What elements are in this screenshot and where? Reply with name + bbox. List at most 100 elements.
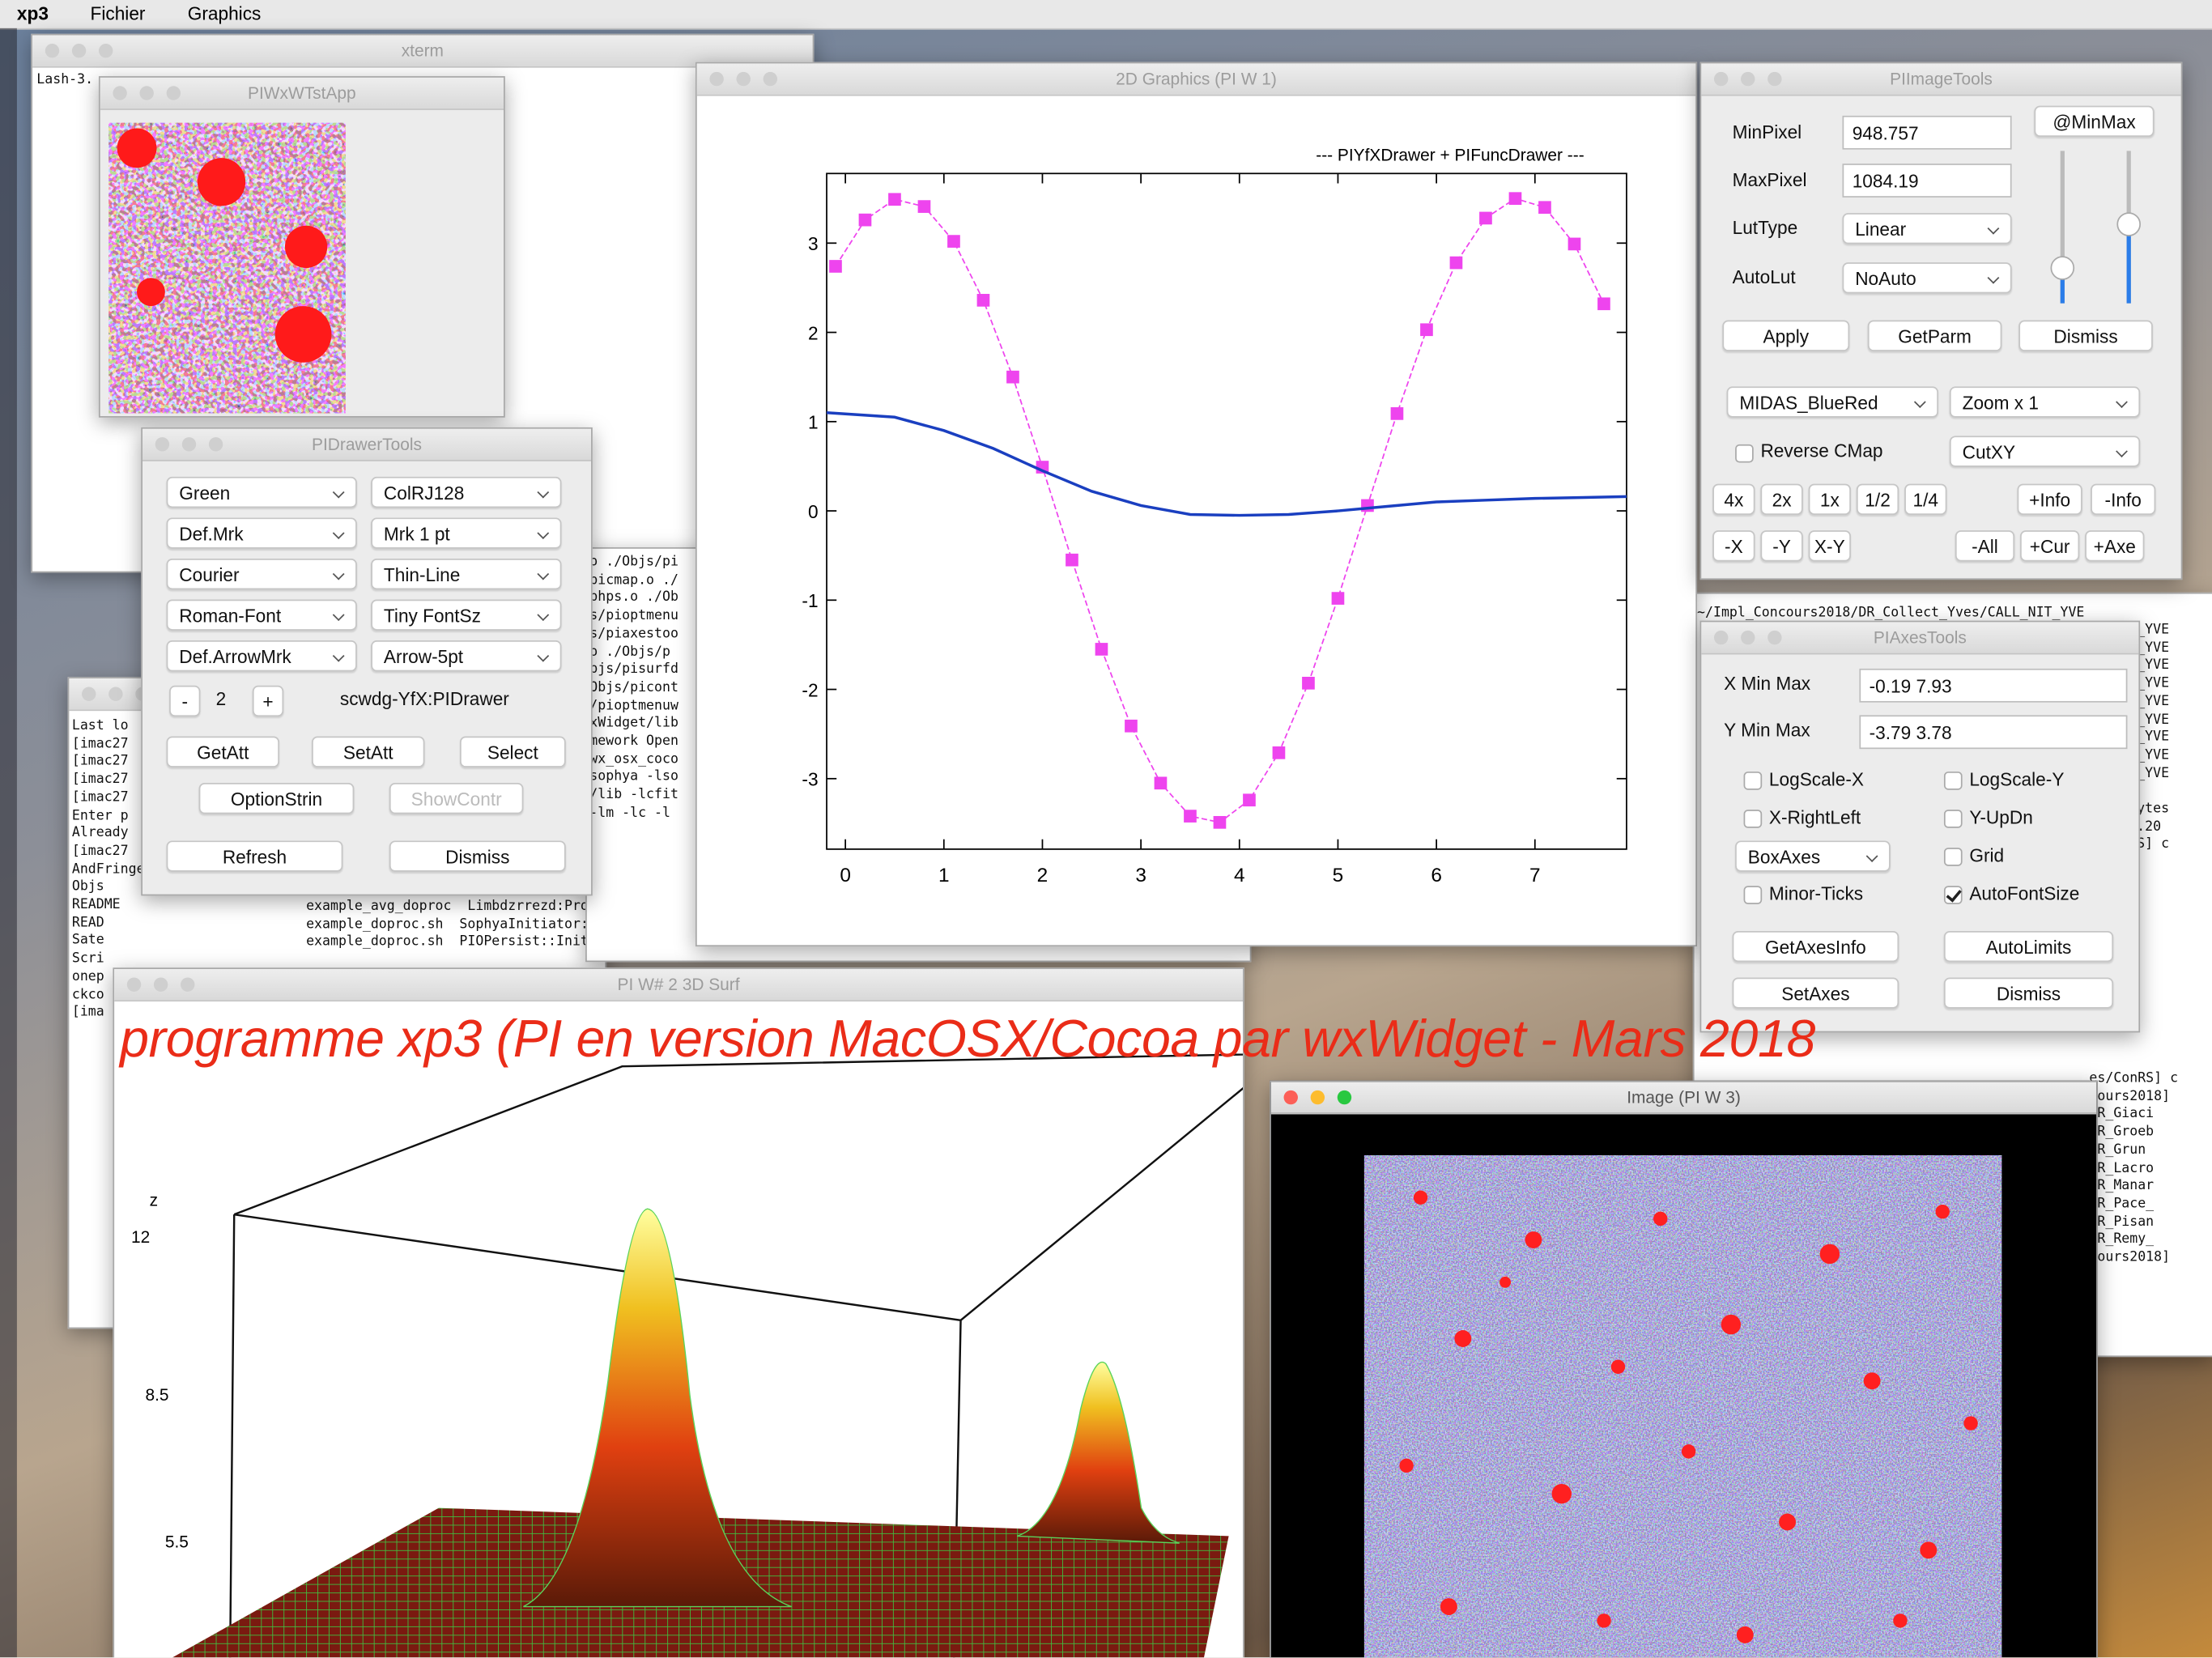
field-label: MinPixel xyxy=(1732,121,1802,142)
select[interactable]: Courier xyxy=(166,558,357,590)
stepper-value: 2 xyxy=(215,688,227,710)
checkbox[interactable] xyxy=(1735,444,1754,463)
button[interactable]: Dismiss xyxy=(389,840,566,872)
image-window[interactable]: Image (PI W 3) xyxy=(1270,1080,2098,1658)
button[interactable]: -Info xyxy=(2091,483,2156,515)
image-tools-window[interactable]: PIImageTools MinPixel 948.757 MaxPixel 1084… xyxy=(1699,62,2183,580)
button[interactable]: Refresh xyxy=(166,840,343,872)
button[interactable]: 1x xyxy=(1808,483,1851,515)
menu-item[interactable]: Fichier xyxy=(90,2,146,24)
title-bar: PIWxWTstApp xyxy=(100,77,504,110)
button[interactable]: OptionStrin xyxy=(198,783,355,814)
data-point xyxy=(1006,370,1019,384)
button[interactable]: 4x xyxy=(1712,483,1755,515)
button[interactable]: -All xyxy=(1955,530,2015,562)
button[interactable]: GetAxesInfo xyxy=(1732,930,1899,963)
button[interactable]: +Cur xyxy=(2020,530,2080,562)
plot: --- PIYfXDrawer + PIFuncDrawer --- 0 1 2 3 4… xyxy=(802,147,1627,886)
y-tick-label: 1 xyxy=(808,412,819,433)
button: ShowContr xyxy=(389,783,524,814)
app-menu[interactable]: xp3 xyxy=(16,2,49,24)
data-point xyxy=(1213,815,1227,829)
menu-item[interactable]: Graphics xyxy=(187,2,262,24)
button[interactable]: 2x xyxy=(1760,483,1803,515)
select[interactable]: Zoom x 1 xyxy=(1949,386,2141,418)
button[interactable]: -X xyxy=(1712,530,1755,562)
select[interactable]: Tiny FontSz xyxy=(371,599,562,631)
title-bar: PIAxesTools xyxy=(1701,622,2139,655)
axes-tools-window[interactable]: PIAxesTools X Min Max -0.19 7.93 Y Min Max… xyxy=(1699,620,2141,1033)
drawer-tools-window[interactable]: PIDrawerTools Green ColRJ128 Def.Mrk Mrk 1 … xyxy=(141,427,593,896)
select[interactable]: Arrow-5pt xyxy=(371,640,562,672)
checkbox-label: LogScale-Y xyxy=(1969,768,2065,790)
terminal-line: Objs/picont xyxy=(589,679,678,695)
select[interactable]: Def.Mrk xyxy=(166,517,357,549)
data-point xyxy=(1331,592,1345,605)
plot-frame xyxy=(826,172,1627,850)
text-field[interactable]: -0.19 7.93 xyxy=(1859,668,2128,703)
terminal-line: CR_Groeb xyxy=(2089,1124,2155,1140)
terminal-line: Enter p xyxy=(71,807,129,823)
select[interactable]: Roman-Font xyxy=(166,599,357,631)
button[interactable]: AutoLimits xyxy=(1943,930,2114,963)
checkbox[interactable] xyxy=(1743,810,1763,828)
select[interactable]: CutXY xyxy=(1949,436,2141,467)
x-tick-label: 0 xyxy=(840,865,851,886)
window-title: PIWxWTstApp xyxy=(248,83,356,104)
surface-plot: z 12 8.5 5.5 xyxy=(131,1053,1244,1658)
select[interactable]: Green xyxy=(166,476,357,508)
button[interactable]: Select xyxy=(460,736,566,767)
checkbox[interactable] xyxy=(1743,886,1763,904)
button[interactable]: @MinMax xyxy=(2034,105,2155,138)
terminal-line: README xyxy=(71,897,121,913)
button[interactable]: - xyxy=(169,685,201,717)
graphics-2d-window[interactable]: 2D Graphics (PI W 1) --- PIYfXDrawer + P… xyxy=(695,62,1698,947)
terminal-line: [imac27 xyxy=(71,843,129,859)
select[interactable]: BoxAxes xyxy=(1735,840,1891,872)
button[interactable]: Dismiss xyxy=(2018,320,2153,351)
button[interactable]: GetAtt xyxy=(166,736,279,767)
window-title: PIAxesTools xyxy=(1873,627,1967,648)
terminal-line: CR_Lacro xyxy=(2089,1160,2155,1176)
text-field[interactable]: -3.79 3.78 xyxy=(1859,715,2128,750)
checkbox[interactable] xyxy=(1943,886,1963,904)
button[interactable]: Dismiss xyxy=(1943,977,2114,1009)
button[interactable]: -Y xyxy=(1760,530,1803,562)
terminal-line: Objs xyxy=(71,879,104,895)
button[interactable]: + xyxy=(252,685,284,717)
select[interactable]: NoAuto xyxy=(1842,262,2012,294)
button[interactable]: +Axe xyxy=(2085,530,2145,562)
text-field[interactable]: 948.757 xyxy=(1842,115,2012,150)
checkbox-label: LogScale-X xyxy=(1768,768,1865,790)
button[interactable]: Apply xyxy=(1722,320,1850,351)
checkbox[interactable] xyxy=(1943,848,1963,866)
button[interactable]: 1/4 xyxy=(1904,483,1947,515)
axis-tick-label: 5.5 xyxy=(165,1533,189,1551)
button[interactable]: X-Y xyxy=(1808,530,1851,562)
button[interactable]: SetAxes xyxy=(1732,977,1899,1009)
y-tick-label: -3 xyxy=(802,769,818,790)
terminal-line: Sate xyxy=(71,933,104,949)
terminal-line: Already xyxy=(71,825,129,841)
select[interactable]: Linear xyxy=(1842,213,2012,244)
select[interactable]: MIDAS_BlueRed xyxy=(1726,386,1938,418)
checkbox[interactable] xyxy=(1943,772,1963,790)
button[interactable]: GetParm xyxy=(1867,320,2002,351)
terminal-line: ckco xyxy=(71,986,104,1002)
tst-app-window[interactable]: PIWxWTstApp xyxy=(98,76,505,418)
checkbox[interactable] xyxy=(1743,772,1763,790)
y-tick-label: 3 xyxy=(808,233,819,254)
button[interactable]: SetAtt xyxy=(312,736,425,767)
title-bar: PIImageTools xyxy=(1701,63,2181,96)
select[interactable]: Mrk 1 pt xyxy=(371,517,562,549)
button[interactable]: +Info xyxy=(2017,483,2082,515)
checkbox[interactable] xyxy=(1943,810,1963,828)
button[interactable]: 1/2 xyxy=(1856,483,1899,515)
data-point xyxy=(1568,237,1581,251)
data-point xyxy=(1125,719,1138,733)
select[interactable]: Def.ArrowMrk xyxy=(166,640,357,672)
select[interactable]: ColRJ128 xyxy=(371,476,562,508)
surf-3d-window[interactable]: PI W# 2 3D Surf z 12 8.5 5.5 xyxy=(113,967,1244,1658)
select[interactable]: Thin-Line xyxy=(371,558,562,590)
text-field[interactable]: 1084.19 xyxy=(1842,164,2012,198)
